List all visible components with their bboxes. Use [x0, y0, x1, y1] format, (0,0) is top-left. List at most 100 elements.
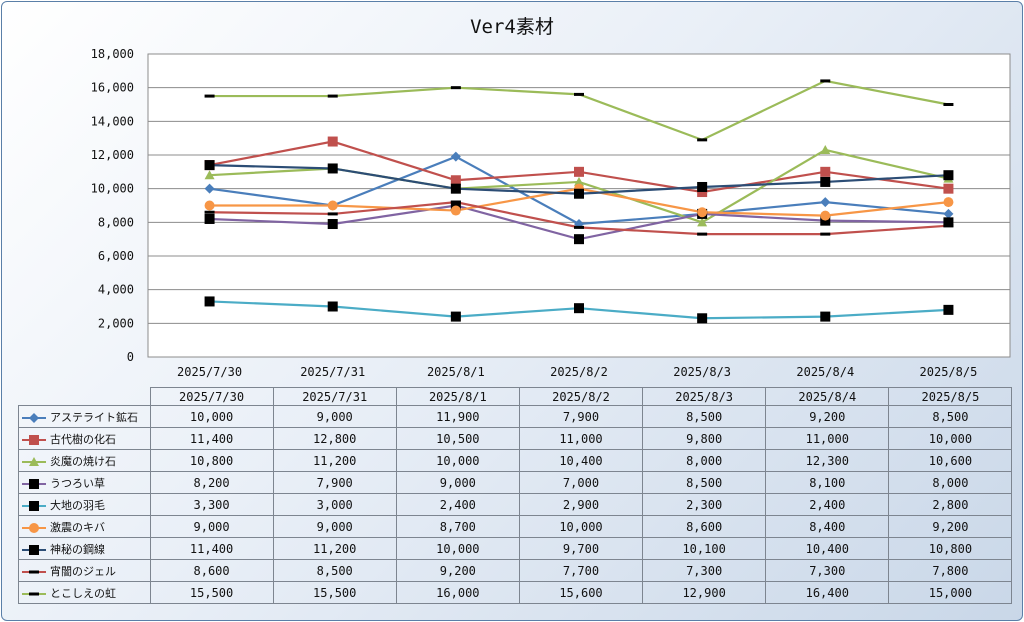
table-column-header: 2025/7/30	[149, 387, 274, 406]
data-point	[204, 170, 215, 180]
table-cell: 11,200	[272, 449, 397, 472]
legend-entry: 激震のキバ	[18, 515, 151, 538]
data-point	[820, 166, 831, 177]
table-cell: 8,100	[765, 471, 890, 494]
table-cell: 11,400	[149, 427, 274, 450]
chart-plot: 0 2,000 4,000 6,000 8,000 10,000 12,000 14,000 1…	[91, 47, 1011, 379]
table-column-header: 2025/7/31	[272, 387, 397, 406]
legend-key-icon	[22, 478, 46, 489]
data-point	[204, 213, 215, 224]
table-cell: 7,300	[642, 559, 767, 582]
table-cell: 7,800	[888, 559, 1013, 582]
legend-label: 激震のキバ	[50, 520, 105, 534]
data-point	[450, 151, 461, 162]
table-cell: 11,200	[272, 537, 397, 560]
data-point	[327, 200, 338, 211]
table-cell: 10,100	[642, 537, 767, 560]
table-cell: 9,000	[395, 471, 520, 494]
table-cell: 7,900	[518, 405, 644, 428]
legend-label: うつろい草	[50, 476, 105, 490]
table-header-row: 2025/7/30 2025/7/31 2025/8/1 2025/8/2 2025/8…	[18, 387, 1013, 406]
data-point	[574, 234, 584, 245]
data-point	[450, 183, 461, 194]
data-point	[820, 232, 831, 236]
data-point	[574, 188, 584, 199]
table-cell: 10,600	[888, 449, 1013, 472]
table-row: うつろい草 8,200 7,900 9,000 7,000 8,500 8,100 8,000	[18, 471, 1013, 494]
table-cell: 8,000	[642, 449, 767, 472]
table-cell: 3,000	[272, 493, 397, 516]
data-point	[820, 210, 831, 221]
data-point	[450, 311, 461, 322]
table-row: アステライト鉱石 10,000 9,000 11,900 7,900 8,500 9,200…	[18, 405, 1013, 428]
series-markers-8	[204, 200, 954, 236]
table-cell: 15,500	[272, 581, 397, 604]
data-point	[943, 183, 954, 194]
y-tick-label: 6,000	[98, 249, 134, 263]
y-tick-label: 2,000	[98, 316, 134, 330]
data-point	[29, 500, 39, 511]
table-row: 炎魔の焼け石 10,800 11,200 10,000 10,400 8,000 12,30…	[18, 449, 1013, 472]
table-column-header: 2025/8/2	[518, 387, 644, 406]
data-point	[574, 166, 584, 177]
table-cell: 10,000	[395, 449, 520, 472]
data-point	[327, 163, 338, 174]
table-column-header: 2025/8/3	[642, 387, 767, 406]
table-cell: 2,400	[765, 493, 890, 516]
data-point	[820, 144, 831, 154]
data-point	[574, 303, 584, 314]
data-point	[697, 187, 708, 198]
legend-key-icon	[22, 522, 46, 533]
table-cell: 8,500	[642, 471, 767, 494]
data-point	[29, 434, 39, 445]
data-point	[327, 94, 338, 98]
table-cell: 2,900	[518, 493, 644, 516]
table-cell: 8,000	[888, 471, 1013, 494]
series-markers-5	[204, 296, 954, 324]
y-tick-label: 4,000	[98, 283, 134, 297]
data-point	[29, 544, 39, 555]
table-cell: 9,800	[642, 427, 767, 450]
x-tick-label: 2025/8/3	[673, 365, 731, 379]
legend-label: 古代樹の化石	[50, 432, 116, 446]
table-cell: 7,700	[518, 559, 644, 582]
table-cell: 10,800	[888, 537, 1013, 560]
series-markers-9	[204, 79, 954, 142]
table-cell: 8,600	[642, 515, 767, 538]
data-point	[204, 94, 215, 98]
table-row: 宵闇のジェル 8,600 8,500 9,200 7,700 7,300 7,300 7,80…	[18, 559, 1013, 582]
legend-label: 神秘の鋼線	[50, 542, 105, 556]
legend-entry: 大地の羽毛	[18, 493, 151, 516]
data-point	[450, 175, 461, 186]
x-tick-label: 2025/8/1	[427, 365, 485, 379]
y-tick-label: 8,000	[98, 215, 134, 229]
table-cell: 10,500	[395, 427, 520, 450]
table-cell: 7,000	[518, 471, 644, 494]
data-point	[327, 136, 338, 147]
table-row: 神秘の鋼線 11,400 11,200 10,000 9,700 10,100 10,400…	[18, 537, 1013, 560]
table-cell: 7,300	[765, 559, 890, 582]
table-cell: 3,300	[149, 493, 274, 516]
x-tick-label: 2025/8/4	[796, 365, 854, 379]
data-point	[697, 217, 708, 227]
table-cell: 9,000	[149, 515, 274, 538]
data-point	[204, 210, 215, 214]
data-point	[574, 92, 584, 96]
data-point	[29, 570, 39, 573]
data-point	[697, 313, 708, 324]
x-tick-label: 2025/7/31	[300, 365, 365, 379]
data-point	[204, 183, 215, 194]
y-tick-label: 10,000	[91, 182, 134, 196]
table-cell: 9,000	[272, 515, 397, 538]
table-cell: 10,000	[149, 405, 274, 428]
legend-label: アステライト鉱石	[50, 410, 138, 424]
legend-entry: 炎魔の焼け石	[18, 449, 151, 472]
data-point	[450, 200, 461, 204]
legend-key-icon	[22, 434, 46, 445]
data-point	[820, 215, 831, 226]
chart-title: Ver4素材	[470, 16, 554, 38]
legend-key-icon	[22, 500, 46, 511]
legend-key-icon	[22, 592, 46, 595]
data-point	[697, 138, 708, 142]
